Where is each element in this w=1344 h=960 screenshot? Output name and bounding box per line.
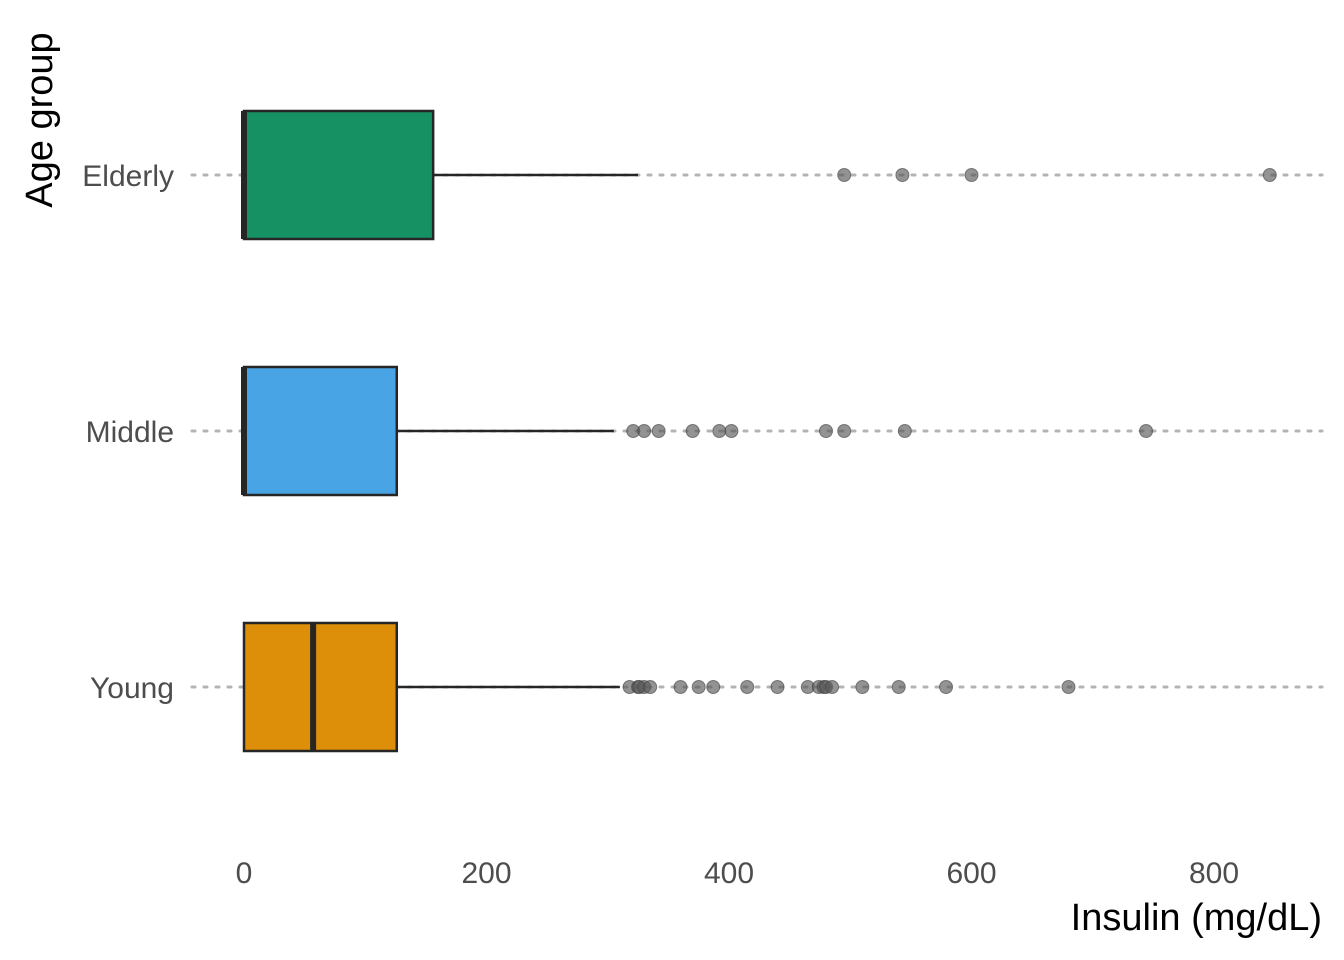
outlier-point-middle-5 — [724, 424, 739, 438]
outlier-point-elderly-3 — [1262, 168, 1277, 182]
outlier-point-young-6 — [691, 680, 706, 694]
outlier-point-middle-8 — [897, 424, 912, 438]
x-tick-label-400: 400 — [704, 857, 754, 890]
outlier-point-young-18 — [1061, 680, 1076, 694]
outlier-point-middle-1 — [637, 424, 652, 438]
y-tick-label-young: Young — [90, 672, 174, 705]
box-middle — [242, 365, 399, 497]
outlier-point-middle-3 — [685, 424, 700, 438]
outlier-point-young-8 — [740, 680, 755, 694]
outlier-point-young-14 — [825, 680, 840, 694]
outlier-point-middle-9 — [1139, 424, 1154, 438]
outlier-point-middle-6 — [819, 424, 833, 438]
outlier-point-young-4 — [643, 680, 658, 694]
y-axis-title: Age group — [19, 32, 61, 207]
outlier-point-young-9 — [770, 680, 785, 694]
box-group-middle — [241, 365, 1154, 497]
box-young — [242, 621, 399, 753]
box-group-elderly — [241, 109, 1277, 241]
box-elderly — [242, 109, 435, 241]
grid-lines — [190, 173, 1324, 689]
box-group-young — [242, 621, 1076, 753]
outlier-point-young-16 — [891, 680, 906, 694]
outlier-point-middle-4 — [712, 424, 727, 438]
boxplot-layer — [241, 109, 1277, 753]
outlier-point-elderly-1 — [895, 168, 910, 182]
outlier-point-elderly-2 — [964, 168, 979, 182]
y-tick-labels: Young Middle Elderly — [82, 160, 174, 705]
x-tick-labels: 0 200 400 600 800 — [236, 857, 1239, 890]
outlier-point-elderly-0 — [837, 168, 852, 182]
y-tick-label-middle: Middle — [86, 416, 174, 449]
outlier-point-middle-7 — [837, 424, 852, 438]
x-axis-title: Insulin (mg/dL) — [1071, 897, 1322, 939]
x-tick-label-200: 200 — [461, 857, 511, 890]
y-tick-label-elderly: Elderly — [82, 160, 174, 193]
outlier-point-young-7 — [706, 680, 721, 694]
outlier-point-young-17 — [939, 680, 954, 694]
x-tick-label-600: 600 — [946, 857, 996, 890]
outlier-point-middle-2 — [651, 424, 666, 438]
outlier-point-young-5 — [673, 680, 688, 694]
x-tick-label-800: 800 — [1189, 857, 1239, 890]
outlier-point-young-15 — [855, 680, 870, 694]
x-tick-label-0: 0 — [236, 857, 253, 890]
